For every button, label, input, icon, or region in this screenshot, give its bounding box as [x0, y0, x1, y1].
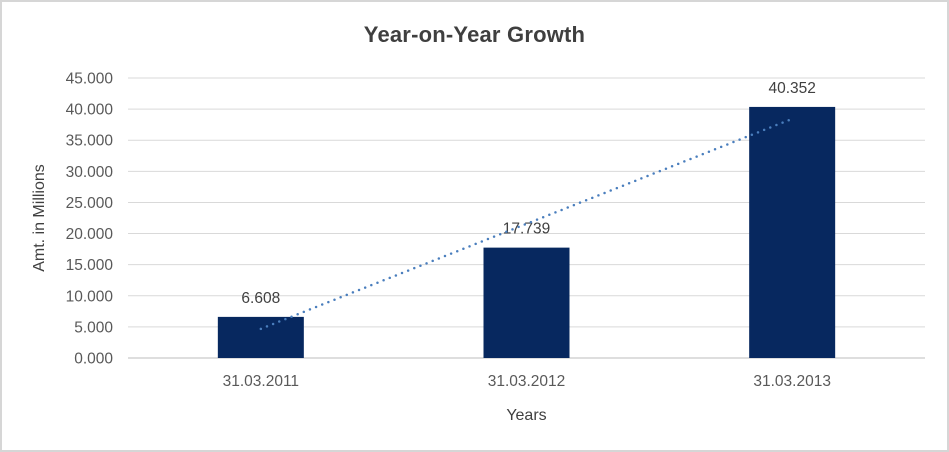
y-tick-label: 5.000	[74, 319, 113, 336]
chart-title: Year-on-Year Growth	[363, 22, 586, 47]
y-tick-label: 0.000	[74, 351, 113, 368]
x-axis-title: Years	[506, 407, 547, 424]
y-tick-label: 25.000	[66, 195, 114, 212]
y-tick-label: 15.000	[66, 257, 114, 274]
y-tick-label: 30.000	[66, 164, 114, 181]
x-tick-label: 31.03.2013	[753, 373, 831, 390]
y-tick-label: 40.000	[66, 102, 114, 119]
x-tick-label: 31.03.2012	[488, 373, 566, 390]
y-tick-label: 20.000	[66, 226, 114, 243]
bar-data-label: 6.608	[241, 290, 280, 307]
trendline	[259, 117, 794, 331]
y-tick-label: 45.000	[66, 71, 114, 88]
y-tick-label: 35.000	[66, 133, 114, 150]
y-tick-label: 10.000	[66, 288, 114, 305]
bar	[483, 247, 570, 358]
bar	[749, 106, 836, 358]
x-tick-label: 31.03.2011	[223, 373, 299, 390]
bar-data-label: 40.352	[768, 80, 815, 97]
bar-data-label: 17.739	[503, 221, 550, 238]
bar	[217, 316, 304, 358]
